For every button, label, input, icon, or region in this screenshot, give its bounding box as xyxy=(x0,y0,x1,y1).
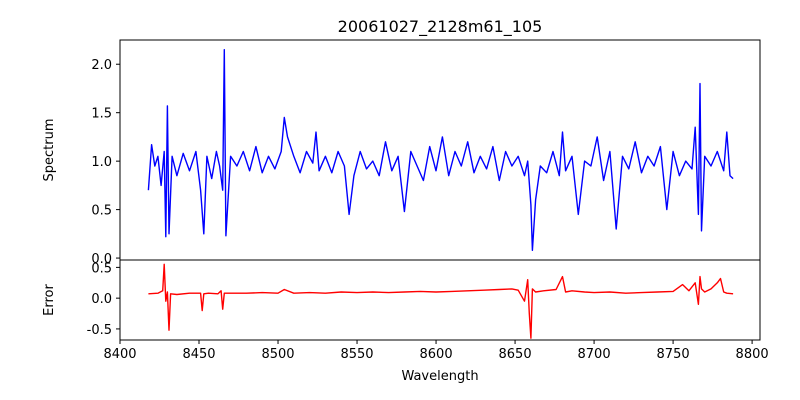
plot-frame xyxy=(119,259,761,341)
y-tick-label: 1.5 xyxy=(91,107,112,122)
x-axis-label: Wavelength xyxy=(401,369,478,384)
y-tick-label: 0.0 xyxy=(91,292,112,307)
y-tick-label: 0.0 xyxy=(91,252,112,267)
spectrum-panel: 0.0 0.5 1.0 1.5 2.0 xyxy=(91,39,761,267)
x-tick-label: 8750 xyxy=(657,347,690,362)
y-tick-label: -0.5 xyxy=(87,323,112,338)
x-tick-label: 8550 xyxy=(340,347,373,362)
y-tick-label: 0.5 xyxy=(91,204,112,219)
x-tick-label: 8500 xyxy=(261,347,294,362)
y-tick-label: 2.0 xyxy=(91,58,112,73)
x-tick-label: 8650 xyxy=(499,347,532,362)
error-y-axis-label: Error xyxy=(42,284,57,316)
series-line-spectrum xyxy=(147,49,734,251)
x-tick-label: 8600 xyxy=(420,347,453,362)
series-line-error xyxy=(148,263,734,339)
y-tick-label: 0.5 xyxy=(91,261,112,276)
spectrum-y-axis-label: Spectrum xyxy=(42,119,57,182)
y-tick-label: 1.0 xyxy=(91,155,112,170)
x-tick-label: 8450 xyxy=(182,347,215,362)
x-tick-label: 8800 xyxy=(736,347,769,362)
x-tick-label: 8700 xyxy=(578,347,611,362)
chart-title: 20061027_2128m61_105 xyxy=(338,17,543,37)
x-tick-label: 8400 xyxy=(103,347,136,362)
error-panel: -0.5 0.0 0.5 8400 8450 8500 8550 8600 8650 8700 87… xyxy=(87,259,769,362)
